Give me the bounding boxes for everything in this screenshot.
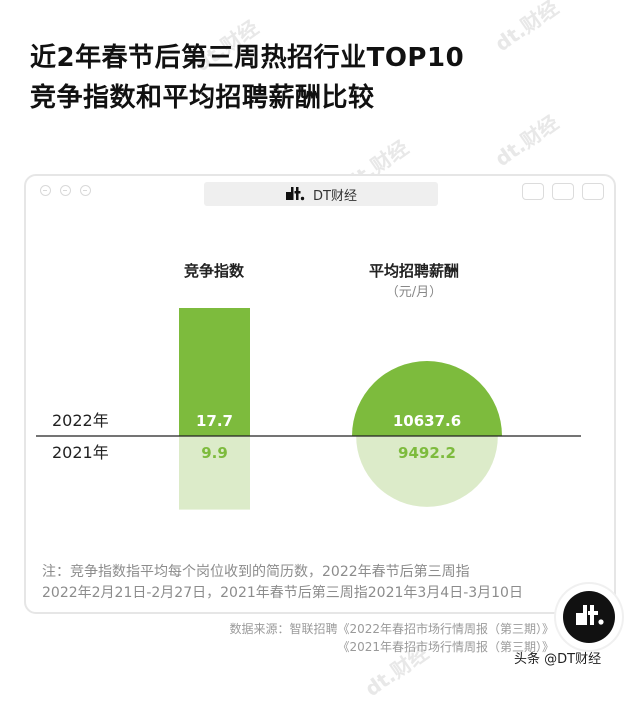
data-label: 9492.2 xyxy=(398,444,456,462)
chart: 竞争指数 平均招聘薪酬 （元/月） 17.7 9.9 10637.6 9492.2 2022年… xyxy=(36,262,581,510)
bar-2021 xyxy=(179,436,250,510)
toutiao-handle: 头条 @DT财经 xyxy=(514,652,602,667)
share-icon[interactable] xyxy=(552,183,574,200)
note-line-1: 注：竞争指数指平均每个岗位收到的简历数，2022年春节后第三周指 xyxy=(42,564,470,580)
data-label: 17.7 xyxy=(196,412,233,430)
title-line-1: 近2年春节后第三周热招行业TOP10 xyxy=(30,43,465,73)
half-circle-2021 xyxy=(356,436,498,507)
dt-logo-icon xyxy=(286,187,305,201)
record-icon[interactable] xyxy=(522,183,544,200)
settings-icon[interactable] xyxy=(80,185,91,196)
minimize-icon[interactable] xyxy=(60,185,71,196)
chart-note: 注：竞争指数指平均每个岗位收到的简历数，2022年春节后第三周指 2022年2月… xyxy=(42,562,562,604)
title-line-2: 竞争指数和平均招聘薪酬比较 xyxy=(30,83,375,113)
brand-badge xyxy=(556,584,622,650)
brand-label: DT财经 xyxy=(313,188,357,204)
column-title: 平均招聘薪酬 xyxy=(369,262,459,280)
window-topbar: DT财经 xyxy=(26,176,614,206)
source-line-2: 《2021年春招市场行情周报（第三期）》 xyxy=(337,640,554,654)
data-label: 9.9 xyxy=(201,444,228,462)
data-label: 10637.6 xyxy=(393,412,461,430)
legend-label-2022: 2022年 xyxy=(52,411,109,430)
column-title: 竞争指数 xyxy=(184,262,245,280)
note-line-2: 2022年2月21日-2月27日，2021年春节后第三周指2021年3月4日-3… xyxy=(42,585,523,601)
bar-2022 xyxy=(179,308,250,436)
column-subtitle: （元/月） xyxy=(386,285,442,300)
dt-badge-icon xyxy=(563,591,615,643)
legend-label-2021: 2021年 xyxy=(52,443,109,462)
half-circle-2022 xyxy=(352,361,502,436)
chart-window: DT财经 xyxy=(24,174,616,614)
source-line-1: 数据来源：智联招聘《2022年春招市场行情周报（第三期）》 xyxy=(229,622,554,636)
address-bar[interactable]: DT财经 xyxy=(204,182,438,206)
page-title: 近2年春节后第三周热招行业TOP10 竞争指数和平均招聘薪酬比较 xyxy=(30,38,590,118)
copy-icon[interactable] xyxy=(582,183,604,200)
data-source: 数据来源：智联招聘《2022年春招市场行情周报（第三期）》 《2021年春招市场… xyxy=(134,620,554,656)
close-icon[interactable] xyxy=(40,185,51,196)
